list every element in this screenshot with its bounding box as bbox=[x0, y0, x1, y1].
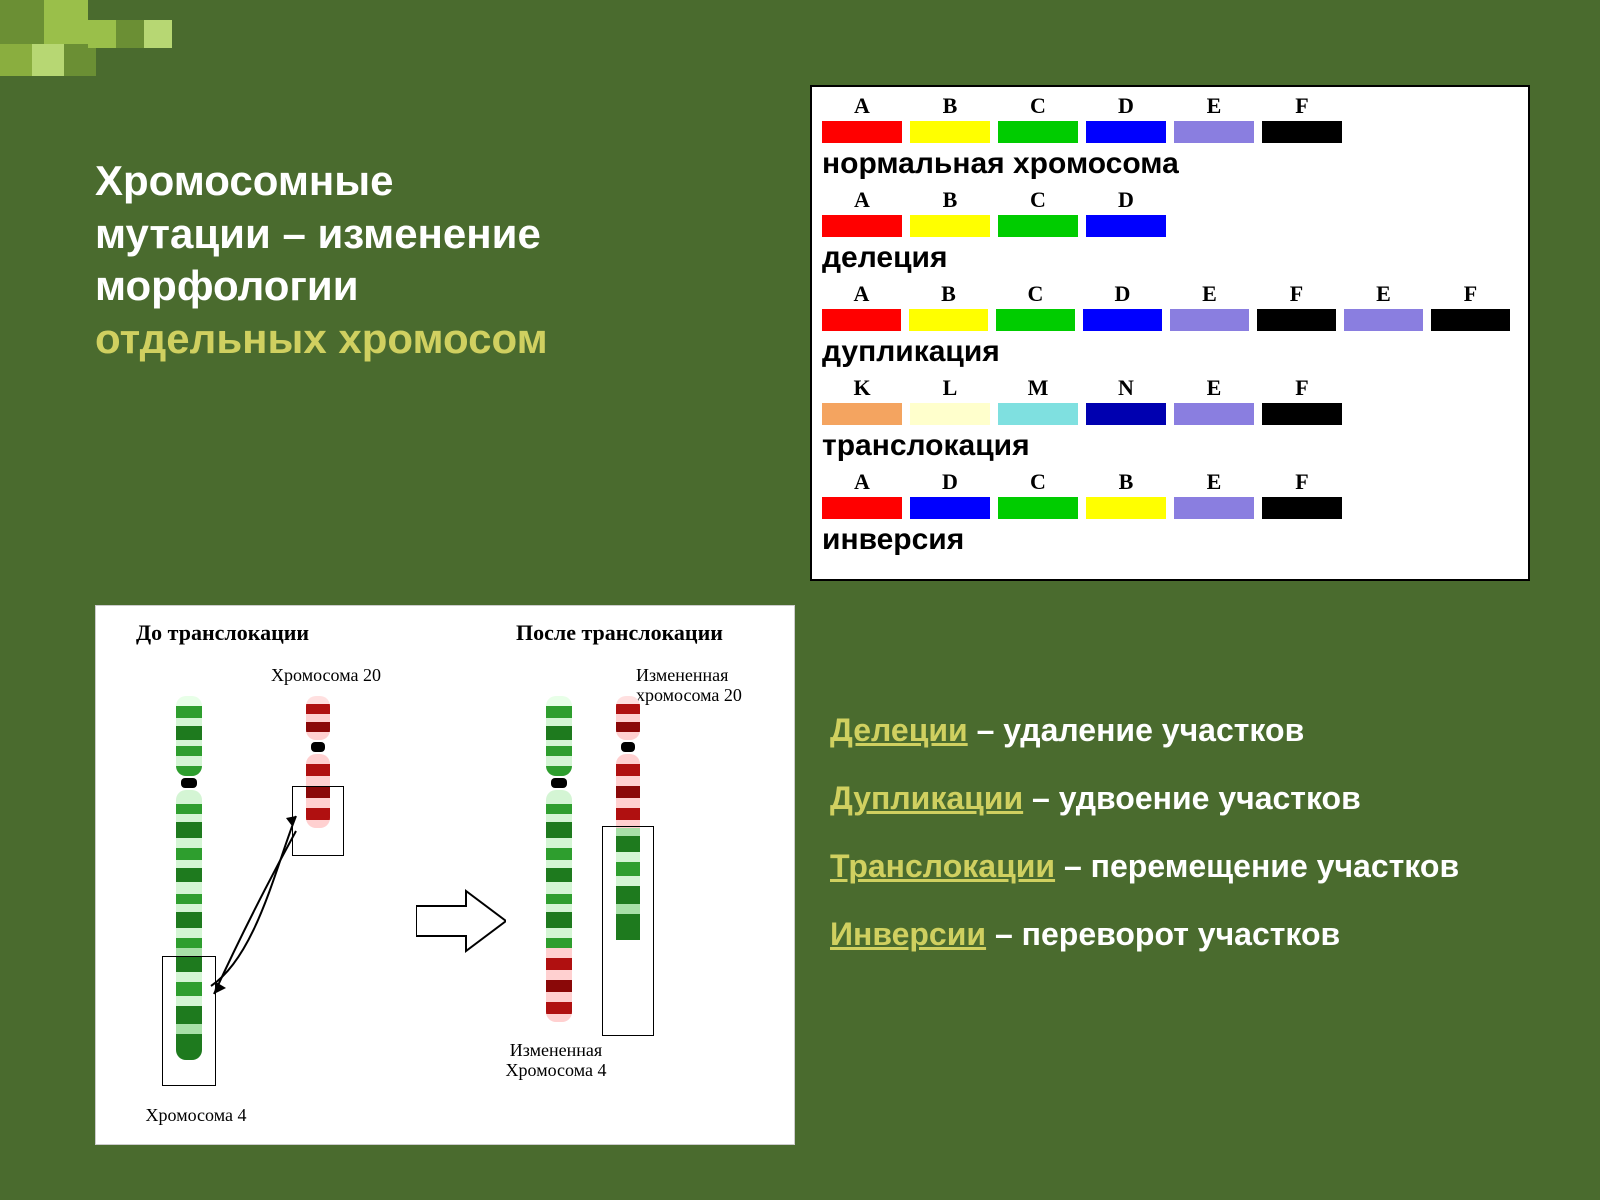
swap-arrows-icon bbox=[196, 776, 306, 1036]
mutation-types-panel: ABCDEFнормальная хромосомаABCDделецияABC… bbox=[810, 85, 1530, 581]
chr20-mut-label: Измененная хромосома 20 bbox=[636, 666, 816, 706]
chr4-mut-label-2: Хромосома 4 bbox=[486, 1061, 626, 1081]
chr20-label: Хромосома 20 bbox=[256, 666, 396, 686]
title-accent: отдельных хромосом bbox=[95, 315, 548, 362]
chromosome-4-after bbox=[546, 696, 572, 1022]
title-line-2: мутации – изменение bbox=[95, 210, 541, 257]
title-line-1: Хромосомные bbox=[95, 157, 394, 204]
before-label: До транслокации bbox=[136, 620, 309, 646]
translocation-diagram: До транслокации После транслокации Хромо… bbox=[95, 605, 795, 1145]
swap-box-chr20-after bbox=[602, 826, 654, 1036]
definitions-list: Делеции – удаление участковДупликации – … bbox=[830, 710, 1530, 982]
after-label: После транслокации bbox=[516, 620, 723, 646]
chr4-mut-label-1: Измененная bbox=[486, 1041, 626, 1061]
chr4-label: Хромосома 4 bbox=[126, 1106, 266, 1126]
slide-title: Хромосомные мутации – изменение морфолог… bbox=[95, 155, 735, 365]
title-line-3: морфологии bbox=[95, 262, 359, 309]
arrow-icon bbox=[416, 886, 506, 956]
